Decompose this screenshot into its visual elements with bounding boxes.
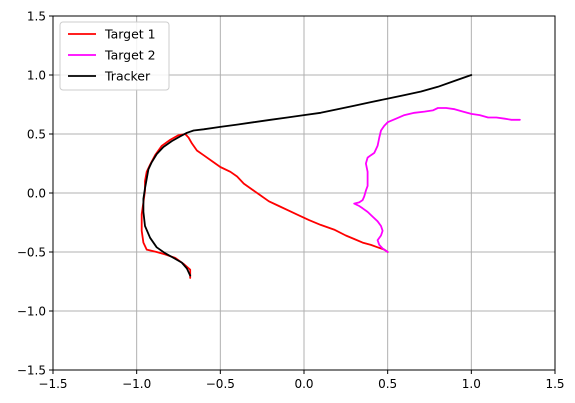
x-tick-label: 0.5 — [378, 377, 397, 391]
y-tick-label: 0.5 — [27, 128, 46, 142]
x-tick-label: −1.5 — [38, 377, 67, 391]
legend-label-target-2: Target 2 — [104, 48, 156, 63]
y-tick-label: 1.0 — [27, 69, 46, 83]
y-tick-label: −0.5 — [17, 246, 46, 260]
legend: Target 1 Target 2 Tracker — [60, 22, 169, 90]
y-tick-label: 0.0 — [27, 187, 46, 201]
legend-label-tracker: Tracker — [104, 69, 151, 84]
legend-label-target-1: Target 1 — [104, 27, 156, 42]
x-tick-label: −1.0 — [122, 377, 151, 391]
x-tick-label: 0.0 — [294, 377, 313, 391]
y-tick-label: −1.0 — [17, 305, 46, 319]
y-tick-label: −1.5 — [17, 364, 46, 378]
x-tick-label: 1.5 — [545, 377, 564, 391]
x-tick-label: 1.0 — [462, 377, 481, 391]
x-tick-label: −0.5 — [206, 377, 235, 391]
y-tick-label: 1.5 — [27, 10, 46, 24]
